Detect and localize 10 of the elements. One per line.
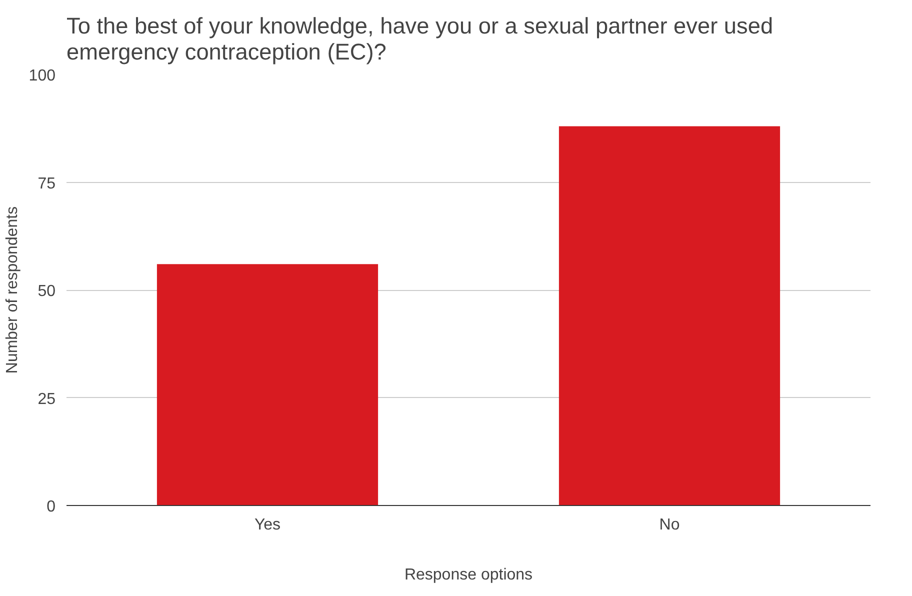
x-tick-label: Yes xyxy=(254,516,281,534)
x-tick-label: No xyxy=(659,516,680,534)
y-tick-label: 50 xyxy=(38,283,56,300)
chart-title: To the best of your knowledge, have you or a sexual partner ever used emergency contraception (EC)? xyxy=(66,12,774,64)
y-axis-title: Number of respondents xyxy=(4,206,21,374)
x-axis-title: Response options xyxy=(404,566,533,584)
y-tick-label: 25 xyxy=(38,390,56,408)
y-tick-label: 0 xyxy=(46,498,56,516)
y-tick-label: 75 xyxy=(38,175,56,192)
y-tick-label: 100 xyxy=(28,68,56,84)
